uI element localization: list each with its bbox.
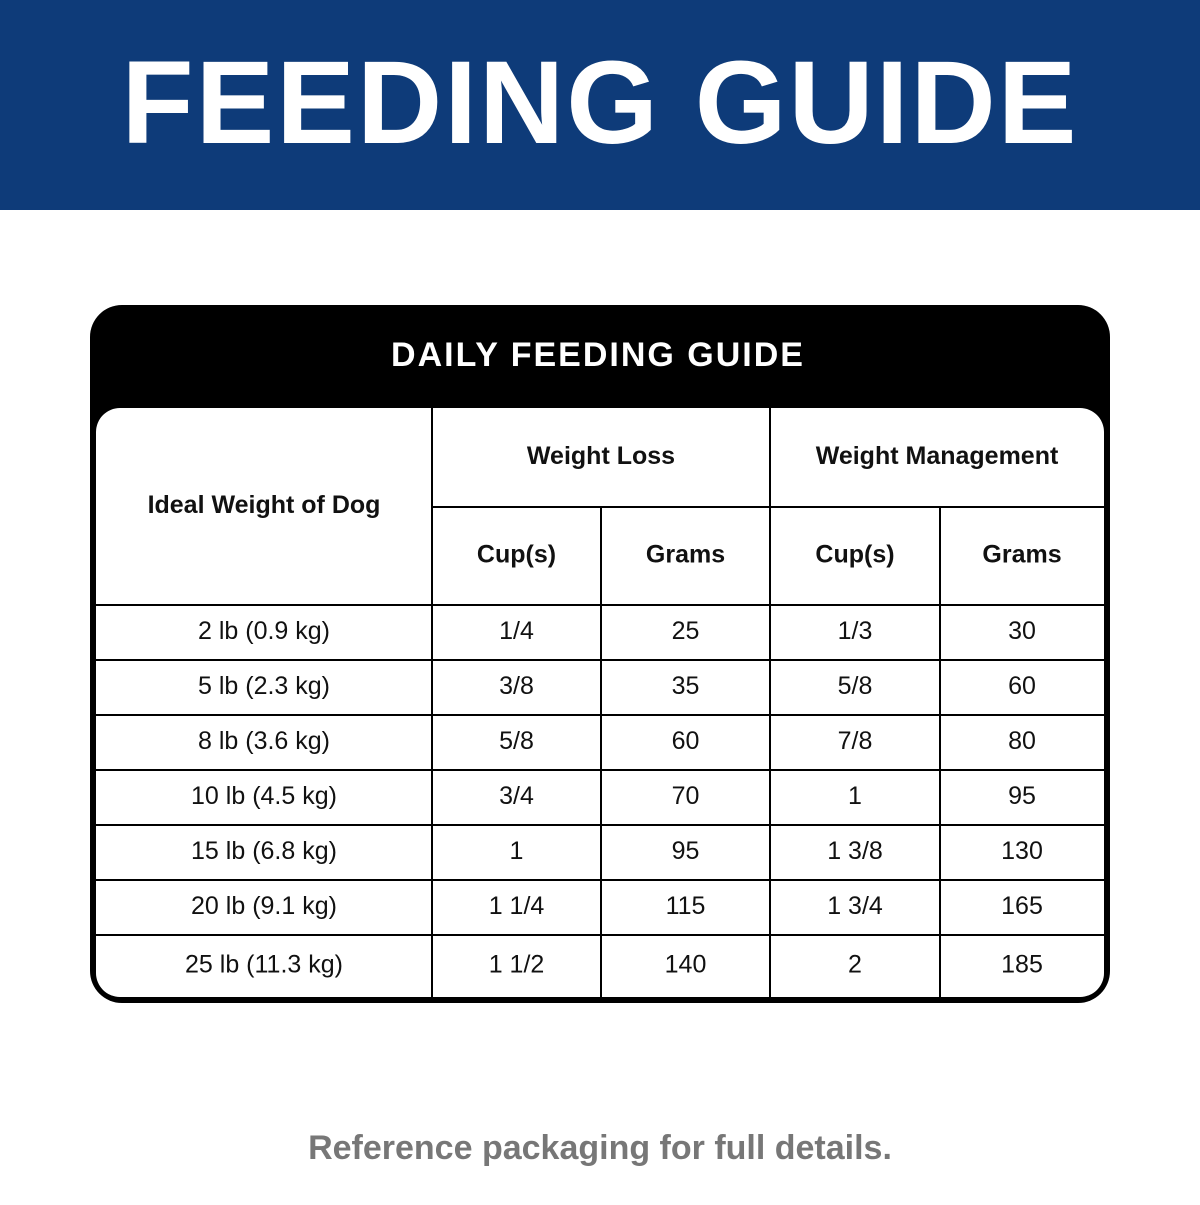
table-cell: 5 lb (2.3 kg)	[198, 672, 330, 700]
table-cell: 5/8	[838, 672, 873, 700]
table-cell: 8 lb (3.6 kg)	[198, 727, 330, 755]
table-cell: 130	[1001, 837, 1043, 865]
table-cell: 10 lb (4.5 kg)	[191, 782, 337, 810]
table-cell: 1 1/4	[489, 892, 545, 920]
sub-header: Grams	[646, 541, 725, 569]
table-cell: 30	[1008, 617, 1036, 645]
table-cell: 1 3/4	[827, 892, 883, 920]
table-cell: 1	[510, 837, 524, 865]
table-cell: 185	[1001, 951, 1043, 979]
table-cell: 15 lb (6.8 kg)	[191, 837, 337, 865]
table-cell: 1/4	[499, 617, 534, 645]
table-cell: 115	[666, 892, 706, 920]
table-cell: 25	[672, 617, 700, 645]
table-cell: 35	[672, 672, 700, 700]
header-cell: Ideal Weight of Dog	[148, 491, 381, 519]
table-cell: 95	[672, 837, 700, 865]
table-cell: 80	[1008, 727, 1036, 755]
table-cell: 20 lb (9.1 kg)	[191, 892, 337, 920]
table-cell: 165	[1001, 892, 1043, 920]
table-cell: 140	[665, 951, 707, 979]
table-cell: 2 lb (0.9 kg)	[198, 617, 330, 645]
table-cell: 1	[848, 782, 862, 810]
banner-title: FEEDING GUIDE	[122, 37, 1079, 169]
table-cell: 5/8	[499, 727, 534, 755]
table-cell: 25 lb (11.3 kg)	[185, 951, 343, 979]
table-cell: 1/3	[838, 617, 873, 645]
footer-note: Reference packaging for full details.	[308, 1129, 892, 1167]
table-cell: 70	[672, 782, 700, 810]
table-cell: 1 3/8	[827, 837, 883, 865]
table-title: DAILY FEEDING GUIDE	[391, 336, 805, 374]
table-cell: 60	[672, 727, 700, 755]
sub-header: Cup(s)	[477, 541, 556, 569]
table-grid: Ideal Weight of Dog Weight Loss Cup(s) Gram…	[96, 408, 1104, 997]
table-cell: 60	[1008, 672, 1036, 700]
sub-header: Cup(s)	[815, 541, 894, 569]
sub-header: Grams	[982, 541, 1061, 569]
table-cell: 1 1/2	[489, 951, 545, 979]
table-cell: 3/4	[499, 782, 534, 810]
table-cell: 3/8	[499, 672, 534, 700]
table-cell: 95	[1008, 782, 1036, 810]
group-header: Weight Management	[816, 442, 1059, 470]
table-cell: 2	[848, 951, 862, 979]
table-cell: 7/8	[838, 727, 873, 755]
banner	[0, 0, 1200, 210]
group-header: Weight Loss	[527, 442, 675, 470]
